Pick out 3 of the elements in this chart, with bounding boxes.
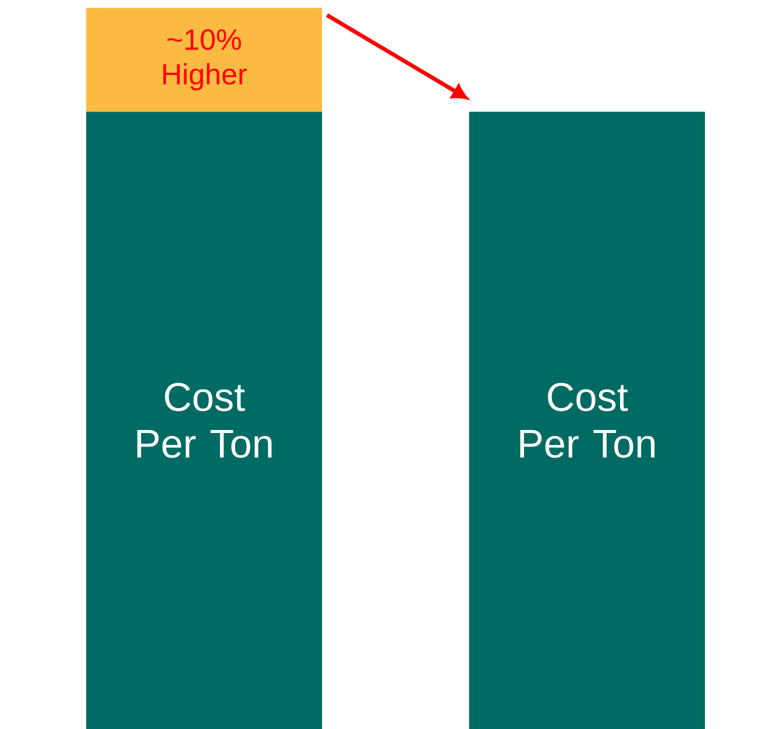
annotation: Cost Per Ton: [137, 382, 272, 458]
annotation: Cost Per Ton: [520, 382, 654, 458]
annotation: ~10% Higher: [163, 29, 247, 90]
